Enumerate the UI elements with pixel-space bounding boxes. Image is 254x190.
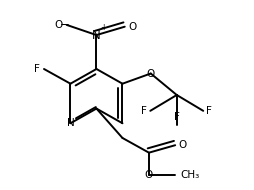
Text: F: F: [207, 106, 212, 116]
Text: F: F: [35, 64, 40, 74]
Text: N: N: [92, 28, 101, 42]
Text: −: −: [59, 18, 69, 31]
Text: O: O: [55, 20, 63, 30]
Text: F: F: [141, 106, 147, 116]
Text: O: O: [128, 22, 137, 32]
Text: O: O: [145, 170, 153, 180]
Text: +: +: [100, 23, 106, 32]
Text: F: F: [174, 112, 180, 122]
Text: CH₃: CH₃: [180, 170, 199, 180]
Text: O: O: [178, 140, 186, 150]
Text: N: N: [67, 118, 74, 128]
Text: O: O: [147, 69, 155, 78]
